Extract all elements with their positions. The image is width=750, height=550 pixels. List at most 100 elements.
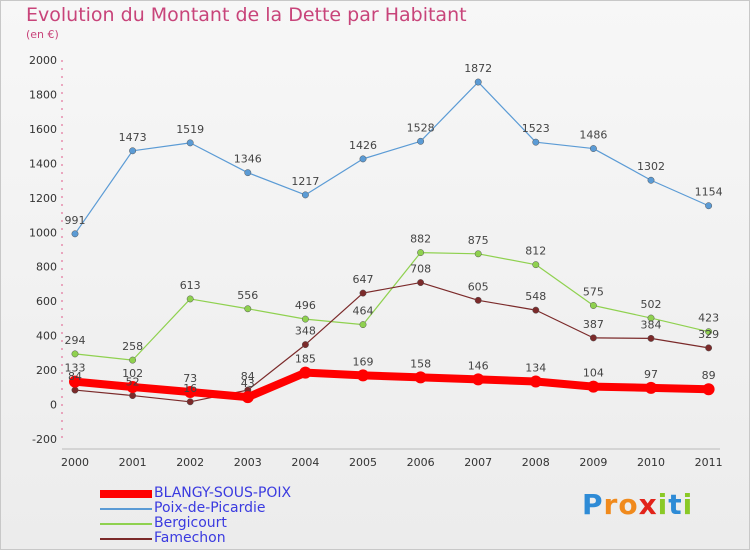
data-label: 1872 [464, 62, 492, 75]
data-point [474, 250, 482, 258]
logo-letter: x [638, 488, 658, 521]
legend-swatch [100, 508, 152, 510]
proxiti-logo: Proxiti [582, 488, 693, 521]
data-point [186, 295, 194, 303]
legend-label: Poix-de-Picardie [154, 500, 266, 516]
data-point [301, 341, 309, 349]
legend-label: BLANGY-SOUS-POIX [154, 485, 292, 501]
data-point [645, 381, 657, 394]
data-label: 329 [698, 328, 719, 341]
data-label: 16 [183, 382, 197, 395]
data-label: 158 [410, 357, 431, 370]
data-point [357, 369, 369, 382]
data-label: 1486 [579, 129, 607, 142]
data-label: 1519 [176, 123, 204, 136]
data-label: 464 [353, 305, 374, 318]
data-label: 556 [237, 289, 258, 302]
data-label: 1217 [291, 175, 319, 188]
series-line [74, 81, 710, 235]
x-tick-label: 2010 [637, 456, 665, 469]
data-point [647, 314, 655, 322]
x-tick-label: 2008 [522, 456, 550, 469]
logo-letter: i [682, 488, 694, 521]
data-label: 875 [468, 234, 489, 247]
data-label: 1426 [349, 139, 377, 152]
data-point [647, 176, 655, 184]
data-label: 882 [410, 233, 431, 246]
data-label: 1523 [522, 122, 550, 135]
data-point [532, 138, 540, 146]
data-label: 575 [583, 285, 604, 298]
logo-letter: r [603, 488, 619, 521]
x-tick-label: 2001 [119, 456, 147, 469]
data-label: 423 [698, 312, 719, 325]
data-point [299, 366, 312, 379]
data-label: 1346 [234, 153, 262, 166]
data-point [532, 261, 540, 269]
data-point [589, 302, 597, 309]
data-point [186, 139, 194, 147]
y-tick-label: 1000 [29, 226, 57, 239]
x-tick-label: 2006 [407, 456, 435, 469]
data-label: 133 [65, 362, 86, 375]
series-line [74, 281, 710, 403]
data-point [244, 305, 252, 313]
data-point [647, 334, 655, 342]
data-label: 384 [641, 318, 662, 331]
data-label: 348 [295, 325, 316, 338]
x-tick-label: 2002 [176, 456, 204, 469]
x-tick-label: 2011 [695, 456, 723, 469]
data-point [705, 202, 713, 210]
x-tick-label: 2005 [349, 456, 377, 469]
y-tick-label: 400 [36, 330, 57, 343]
legend-label: Famechon [154, 530, 226, 546]
data-point [241, 391, 254, 404]
data-point [359, 155, 367, 163]
data-point [417, 279, 425, 287]
y-tick-label: 0 [50, 399, 57, 412]
data-point [71, 350, 79, 358]
data-point [129, 356, 137, 364]
data-point [129, 392, 137, 400]
data-label: 387 [583, 318, 604, 331]
data-label: 294 [65, 334, 86, 347]
data-label: 52 [126, 376, 140, 389]
data-label: 1528 [407, 121, 435, 134]
data-point [414, 371, 427, 384]
data-label: 97 [644, 368, 658, 381]
data-point [301, 191, 309, 199]
data-label: 1154 [695, 186, 723, 199]
y-tick-label: 1600 [29, 123, 57, 136]
data-label: 548 [525, 290, 546, 303]
data-label: 102 [122, 367, 143, 380]
data-point [301, 315, 309, 323]
logo-letter: t [668, 488, 683, 521]
x-tick-label: 2004 [291, 456, 319, 469]
y-tick-label: -200 [32, 433, 57, 446]
data-point [417, 137, 425, 145]
data-point [69, 375, 81, 388]
data-point [244, 169, 252, 177]
data-point [71, 230, 79, 238]
data-point [529, 375, 542, 388]
data-label: 258 [122, 340, 143, 353]
y-tick-label: 1400 [29, 157, 57, 170]
data-point [129, 147, 137, 155]
y-tick-label: 200 [36, 364, 57, 377]
data-label: 502 [641, 298, 662, 311]
data-point [589, 145, 597, 152]
legend-swatch [100, 490, 152, 498]
y-tick-label: 800 [36, 261, 57, 274]
data-label: 134 [525, 361, 546, 374]
logo-letter: i [657, 488, 669, 521]
data-point [474, 78, 482, 86]
data-point [359, 289, 367, 297]
data-point [705, 328, 713, 336]
y-tick-label: 1800 [29, 88, 57, 101]
data-label: 812 [525, 245, 546, 258]
data-label: 104 [583, 367, 604, 380]
data-point [186, 398, 194, 406]
data-label: 613 [180, 279, 201, 292]
